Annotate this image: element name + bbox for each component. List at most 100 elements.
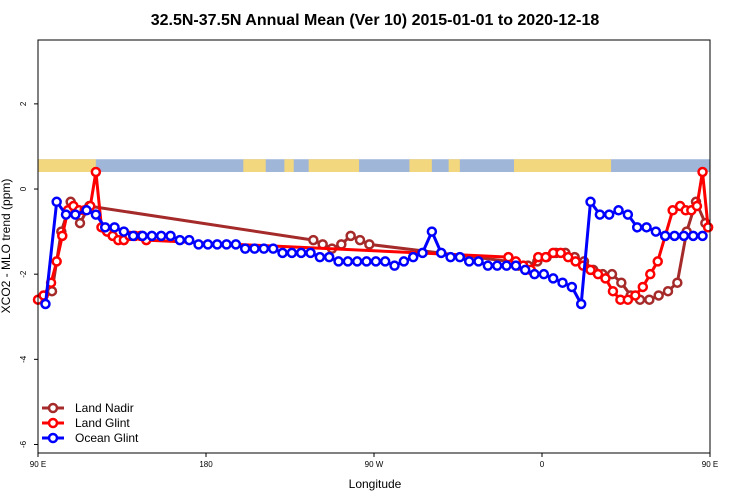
ocean-glint-point: [379, 256, 391, 267]
ocean-glint-point: [230, 239, 242, 250]
ocean-glint-point: [687, 230, 699, 242]
land-nadir-point: [354, 234, 366, 246]
ocean-glint-point: [118, 226, 130, 237]
ocean-glint-point: [454, 251, 466, 263]
ocean-glint-point: [267, 243, 279, 254]
ocean-glint-point: [435, 247, 447, 259]
ocean-glint-point: [286, 247, 298, 259]
land-nadir-point: [336, 239, 347, 250]
land-glint-point: [607, 285, 619, 297]
ocean-glint-point: [295, 247, 307, 259]
ocean-glint-point: [547, 273, 559, 284]
ocean-glint-point: [165, 230, 176, 242]
land-glint-point: [600, 273, 611, 284]
ocean-glint-point: [137, 230, 148, 242]
x-tick-label: 0: [540, 460, 545, 469]
ocean-glint-point: [622, 209, 634, 220]
land-glint-point: [90, 166, 102, 178]
land-glint-point: [562, 251, 574, 263]
ocean-glint-point: [239, 243, 251, 254]
ocean-glint-point: [473, 256, 484, 267]
ocean-glint-point: [249, 243, 260, 254]
ocean-glint-point: [585, 196, 596, 208]
land-segment: [409, 159, 432, 172]
x-tick-label: 90 E: [702, 460, 718, 469]
ocean-glint-point: [370, 256, 382, 267]
legend-label-land-glint: Land Glint: [75, 416, 130, 430]
x-axis-label: Longitude: [349, 477, 402, 491]
ocean-glint-point: [109, 222, 120, 233]
land-segment: [514, 159, 612, 172]
ocean-glint-point: [557, 277, 568, 288]
land-glint-point: [57, 230, 68, 242]
land-glint-point: [555, 247, 566, 259]
ocean-glint-point: [90, 209, 102, 220]
y-tick-label: -6: [19, 440, 28, 448]
x-tick-label: 90 W: [365, 460, 384, 469]
series-land-glint: [32, 166, 714, 305]
ocean-glint-point: [445, 251, 456, 263]
land-nadir-point: [345, 230, 356, 242]
ocean-glint-point: [70, 209, 81, 220]
ocean-glint-point: [193, 239, 204, 250]
ocean-glint-point: [351, 256, 363, 267]
land-segment: [308, 159, 360, 172]
legend-label-ocean-glint: Ocean Glint: [75, 431, 139, 445]
ocean-glint-point: [202, 239, 214, 250]
ocean-glint-point: [99, 222, 111, 233]
ocean-glint-point: [81, 205, 92, 216]
land-nadir-point: [364, 239, 375, 250]
land-segment: [284, 159, 294, 172]
y-axis: 2 0 -2 -4 -6: [19, 101, 38, 448]
ocean-glint-point: [361, 256, 372, 267]
ocean-glint-point: [174, 234, 186, 246]
ocean-glint-point: [127, 230, 139, 242]
ocean-glint-point: [398, 256, 410, 267]
ocean-glint-point: [575, 298, 587, 310]
ocean-glint-point: [650, 226, 662, 237]
ocean-glint-point: [529, 268, 540, 280]
land-nadir-point: [653, 290, 664, 301]
land-ocean-mask: [38, 159, 710, 172]
land-glint-point: [645, 268, 656, 280]
ocean-glint-point: [323, 251, 335, 263]
legend-label-land-nadir: Land Nadir: [75, 401, 134, 415]
ocean-glint-point: [641, 222, 652, 233]
land-segment: [448, 159, 460, 172]
y-tick-label: -4: [19, 355, 28, 363]
x-tick-label: 90 E: [30, 460, 46, 469]
land-glint-point: [585, 264, 596, 276]
land-glint-point: [540, 251, 551, 263]
land-segment: [243, 159, 266, 172]
legend-marker-ocean-glint: [47, 432, 59, 444]
ocean-glint-point: [40, 298, 51, 310]
ocean-glint-point: [538, 268, 550, 280]
ocean-glint-point: [51, 196, 62, 208]
land-nadir-point: [308, 234, 319, 246]
land-nadir-point: [74, 217, 86, 229]
ocean-glint-point: [146, 230, 158, 242]
legend-marker-land-nadir: [47, 402, 59, 414]
land-glint-point: [51, 256, 62, 267]
y-tick-label: -2: [19, 270, 28, 278]
land-glint-point: [667, 205, 678, 216]
ocean-glint-point: [566, 281, 578, 293]
land-glint-point: [652, 256, 663, 267]
ocean-glint-point: [333, 256, 344, 267]
ocean-glint-point: [183, 234, 195, 246]
ocean-glint-point: [211, 239, 223, 250]
ocean-glint-point: [342, 256, 354, 267]
land-glint-point: [637, 281, 649, 293]
data-series: [32, 166, 714, 310]
y-tick-label: 0: [19, 186, 28, 191]
land-glint-point: [697, 166, 708, 178]
ocean-glint-point: [613, 205, 624, 216]
chart-title: 32.5N-37.5N Annual Mean (Ver 10) 2015-01…: [151, 12, 600, 29]
series-ocean-glint: [40, 196, 708, 310]
y-axis-label: XCO2 - MLO trend (ppm): [0, 179, 13, 314]
ocean-glint-point: [389, 260, 400, 271]
land-nadir-point: [616, 277, 627, 288]
land-nadir-point: [662, 285, 674, 297]
